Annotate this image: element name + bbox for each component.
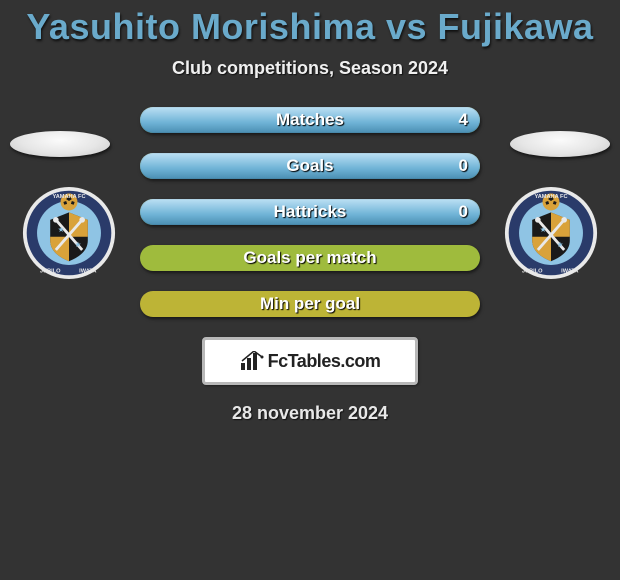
badge-top-text: YAMAHA FC [52, 194, 85, 200]
stats-area: Matches 4 Goals 0 Hattricks 0 Goals per … [140, 107, 480, 317]
badge-bottom-left-text: JUBILO [522, 268, 543, 274]
comparison-date: 28 november 2024 [0, 403, 620, 424]
stat-row-goals: Goals 0 [140, 153, 480, 179]
bar-chart-icon [240, 351, 264, 371]
stat-label: Min per goal [140, 291, 480, 317]
badge-bottom-right-text: IWATA [79, 268, 96, 274]
club-badge-left: YAMAHA FC ★ ★ JUBILO IWATA [22, 186, 116, 280]
comparison-subtitle: Club competitions, Season 2024 [0, 58, 620, 79]
stat-label: Hattricks [140, 199, 480, 225]
stat-row-hattricks: Hattricks 0 [140, 199, 480, 225]
player-right-avatar-placeholder [510, 131, 610, 157]
stat-row-min-per-goal: Min per goal [140, 291, 480, 317]
club-badge-icon: YAMAHA FC ★ ★ JUBILO IWATA [504, 186, 598, 280]
stat-value: 4 [459, 107, 468, 133]
stat-value: 0 [459, 153, 468, 179]
svg-text:★: ★ [75, 240, 82, 249]
stat-label: Goals [140, 153, 480, 179]
player-left-avatar-placeholder [10, 131, 110, 157]
fctables-logo: FcTables.com [240, 351, 381, 372]
club-badge-right: YAMAHA FC ★ ★ JUBILO IWATA [504, 186, 598, 280]
stat-value: 0 [459, 199, 468, 225]
fctables-logo-box: FcTables.com [202, 337, 418, 385]
stat-row-matches: Matches 4 [140, 107, 480, 133]
svg-text:★: ★ [58, 225, 65, 234]
badge-bottom-left-text: JUBILO [40, 268, 61, 274]
svg-text:★: ★ [557, 240, 564, 249]
badge-bottom-right-text: IWATA [561, 268, 578, 274]
stat-label: Goals per match [140, 245, 480, 271]
fctables-logo-text: FcTables.com [268, 351, 381, 372]
club-badge-icon: YAMAHA FC ★ ★ JUBILO IWATA [22, 186, 116, 280]
svg-text:★: ★ [540, 225, 547, 234]
badge-top-text: YAMAHA FC [534, 194, 567, 200]
stat-row-goals-per-match: Goals per match [140, 245, 480, 271]
comparison-title: Yasuhito Morishima vs Fujikawa [0, 6, 620, 48]
stat-label: Matches [140, 107, 480, 133]
